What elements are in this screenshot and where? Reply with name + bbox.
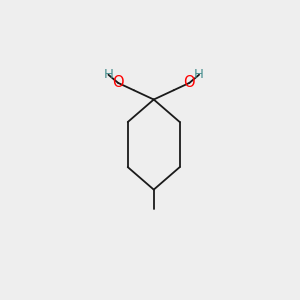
Text: H: H xyxy=(194,68,204,81)
Text: O: O xyxy=(184,75,195,90)
Text: H: H xyxy=(103,68,113,81)
Text: O: O xyxy=(112,75,124,90)
